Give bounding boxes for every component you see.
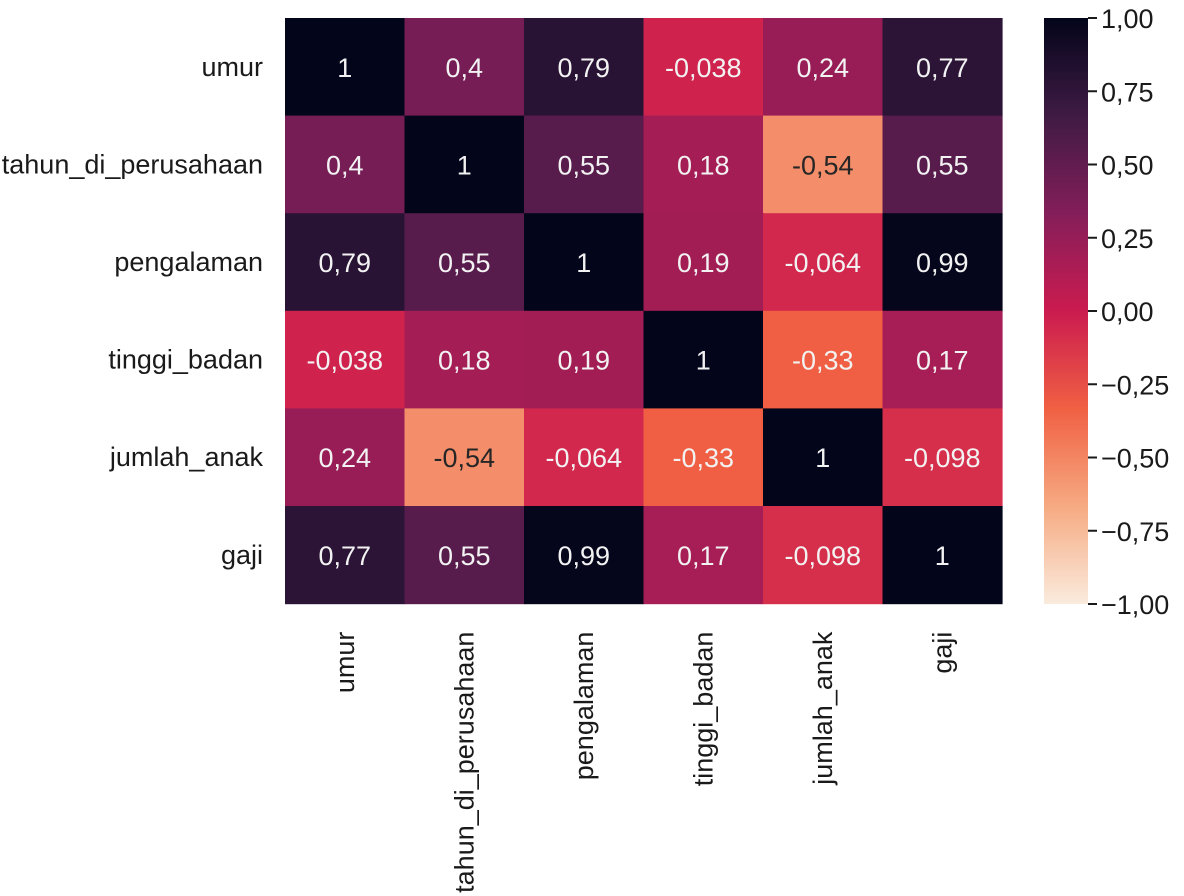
- row-label: pengalaman: [114, 247, 263, 277]
- heatmap-cell: [643, 213, 764, 312]
- colorbar-gradient: [1044, 18, 1088, 604]
- heatmap-cell: [882, 506, 1003, 605]
- heatmap-cells: 1 0,4 0,79 -0,038 0,24 0,77 0,4 1 0,55 0,18 -0,54 0…: [285, 18, 1003, 605]
- heatmap-cell: [763, 506, 884, 605]
- row-label: tinggi_badan: [108, 345, 263, 375]
- cell-annotation: 0,17: [677, 541, 730, 571]
- cell-annotation: 0,17: [916, 346, 969, 376]
- cell-annotation: -0,038: [665, 53, 742, 83]
- row-label: jumlah_anak: [109, 442, 264, 472]
- heatmap-cell: [643, 506, 764, 605]
- cell-annotation: -0,54: [433, 443, 495, 473]
- heatmap-cell: [404, 506, 525, 605]
- heatmap-cell: [404, 310, 525, 409]
- cell-annotation: 0,55: [438, 541, 491, 571]
- colorbar-tick-label: −0,50: [1101, 444, 1169, 474]
- cell-annotation: 0,18: [677, 150, 730, 180]
- heatmap-cell: [524, 213, 645, 312]
- column-label: umur: [330, 632, 360, 694]
- row-label: gaji: [221, 540, 263, 570]
- cell-annotation: 1: [935, 541, 950, 571]
- cell-annotation: 0,19: [557, 346, 610, 376]
- heatmap-cell: [285, 18, 406, 117]
- heatmap-cell: [524, 408, 645, 507]
- cell-annotation: 0,24: [796, 53, 849, 83]
- colorbar-tick-label: 0,50: [1101, 151, 1154, 181]
- heatmap-cell: [285, 310, 406, 409]
- heatmap-cell: [882, 213, 1003, 312]
- colorbar-tick-label: 0,25: [1101, 224, 1154, 254]
- cell-annotation: 1: [576, 248, 591, 278]
- cell-annotation: -0,33: [672, 443, 734, 473]
- heatmap-cell: [404, 408, 525, 507]
- cell-annotation: 0,18: [438, 346, 491, 376]
- column-label: gaji: [927, 632, 957, 674]
- cell-annotation: -0,064: [545, 443, 622, 473]
- heatmap-cell: [882, 115, 1003, 214]
- column-label: pengalaman: [569, 632, 599, 781]
- row-label: umur: [201, 52, 263, 82]
- cell-annotation: 1: [337, 53, 352, 83]
- cell-annotation: 1: [457, 150, 472, 180]
- cell-annotation: -0,064: [784, 248, 861, 278]
- colorbar-tick-label: 0,75: [1101, 77, 1154, 107]
- cell-annotation: 0,4: [445, 53, 483, 83]
- cell-annotation: 1: [696, 346, 711, 376]
- heatmap-cell: [763, 408, 884, 507]
- colorbar: 1,00 0,75 0,50 0,25 0,00 −0,25 −0,50 −0,75 −1,00: [1044, 4, 1169, 620]
- column-label: tinggi_badan: [688, 632, 718, 787]
- cell-annotation: 0,79: [557, 53, 610, 83]
- heatmap-cell: [285, 115, 406, 214]
- heatmap-cell: [643, 18, 764, 117]
- heatmap-cell: [643, 115, 764, 214]
- heatmap-cell: [404, 213, 525, 312]
- heatmap-cell: [285, 408, 406, 507]
- heatmap-cell: [285, 506, 406, 605]
- cell-annotation: 1: [815, 443, 830, 473]
- heatmap-cell: [763, 18, 884, 117]
- cell-annotation: -0,098: [904, 443, 981, 473]
- cell-annotation: 0,77: [916, 53, 969, 83]
- cell-annotation: 0,99: [916, 248, 969, 278]
- column-label: jumlah_anak: [808, 631, 838, 786]
- heatmap-cell: [643, 408, 764, 507]
- cell-annotation: 0,55: [557, 150, 610, 180]
- heatmap-cell: [882, 18, 1003, 117]
- heatmap-cell: [763, 115, 884, 214]
- column-label: tahun_di_perusahaan: [449, 632, 479, 893]
- heatmap-cell: [404, 18, 525, 117]
- cell-annotation: 0,19: [677, 248, 730, 278]
- cell-annotation: -0,54: [792, 150, 854, 180]
- heatmap-cell: [524, 506, 645, 605]
- heatmap-cell: [524, 115, 645, 214]
- cell-annotation: 0,24: [318, 443, 371, 473]
- colorbar-tick-label: 0,00: [1101, 297, 1154, 327]
- heatmap-cell: [763, 213, 884, 312]
- row-labels: umur tahun_di_perusahaan pengalaman tinggi_…: [2, 52, 264, 570]
- heatmap-cell: [882, 408, 1003, 507]
- column-labels: umur tahun_di_perusahaan pengalaman tinggi_…: [330, 631, 958, 893]
- heatmap-cell: [882, 310, 1003, 409]
- heatmap-cell: [643, 310, 764, 409]
- colorbar-tick-label: −0,75: [1101, 517, 1169, 547]
- cell-annotation: 0,4: [326, 150, 364, 180]
- colorbar-tick-label: −0,25: [1101, 370, 1169, 400]
- colorbar-tick-label: −1,00: [1101, 590, 1169, 620]
- cell-annotation: 0,77: [318, 541, 371, 571]
- cell-annotation: -0,038: [306, 346, 383, 376]
- heatmap-cell: [404, 115, 525, 214]
- cell-annotation: -0,098: [784, 541, 861, 571]
- row-label: tahun_di_perusahaan: [2, 149, 263, 179]
- colorbar-tick-label: 1,00: [1101, 4, 1154, 34]
- cell-annotation: -0,33: [792, 346, 854, 376]
- cell-annotation: 0,55: [438, 248, 491, 278]
- heatmap-cell: [524, 310, 645, 409]
- heatmap-cell: [285, 213, 406, 312]
- heatmap-cell: [763, 310, 884, 409]
- heatmap-cell: [524, 18, 645, 117]
- cell-annotation: 0,55: [916, 150, 969, 180]
- cell-annotation: 0,79: [318, 248, 371, 278]
- cell-annotation: 0,99: [557, 541, 610, 571]
